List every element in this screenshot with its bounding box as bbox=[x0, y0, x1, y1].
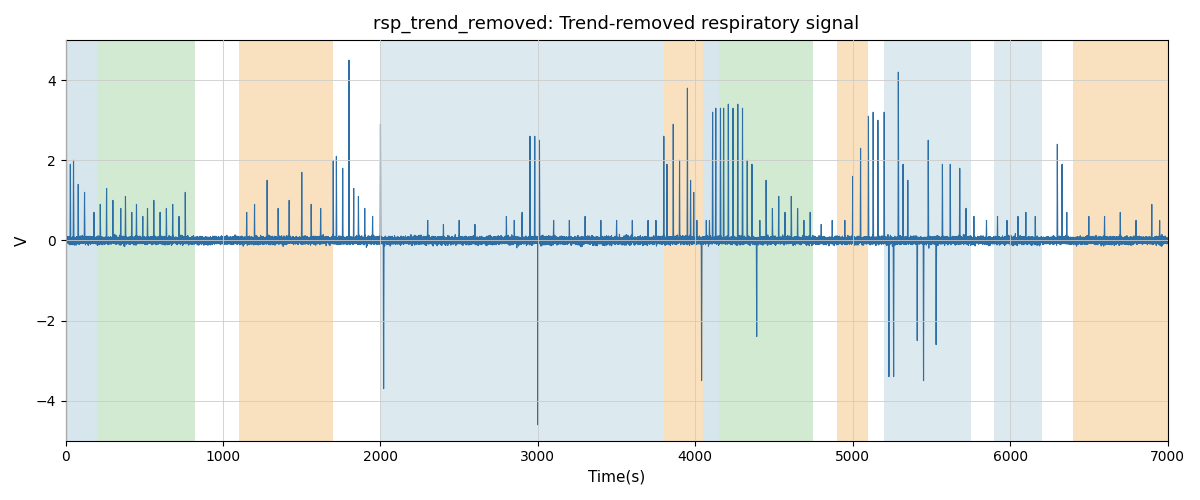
Bar bbox=[836, 40, 869, 440]
Bar bbox=[97, 40, 194, 440]
Bar bbox=[239, 40, 334, 440]
Bar bbox=[703, 40, 719, 440]
X-axis label: Time(s): Time(s) bbox=[588, 470, 646, 485]
Bar bbox=[66, 40, 97, 440]
Bar bbox=[380, 40, 664, 440]
Bar bbox=[719, 40, 814, 440]
Bar bbox=[1073, 40, 1168, 440]
Title: rsp_trend_removed: Trend-removed respiratory signal: rsp_trend_removed: Trend-removed respira… bbox=[373, 15, 859, 34]
Bar bbox=[995, 40, 1042, 440]
Bar bbox=[884, 40, 971, 440]
Y-axis label: V: V bbox=[16, 235, 30, 246]
Bar bbox=[664, 40, 703, 440]
